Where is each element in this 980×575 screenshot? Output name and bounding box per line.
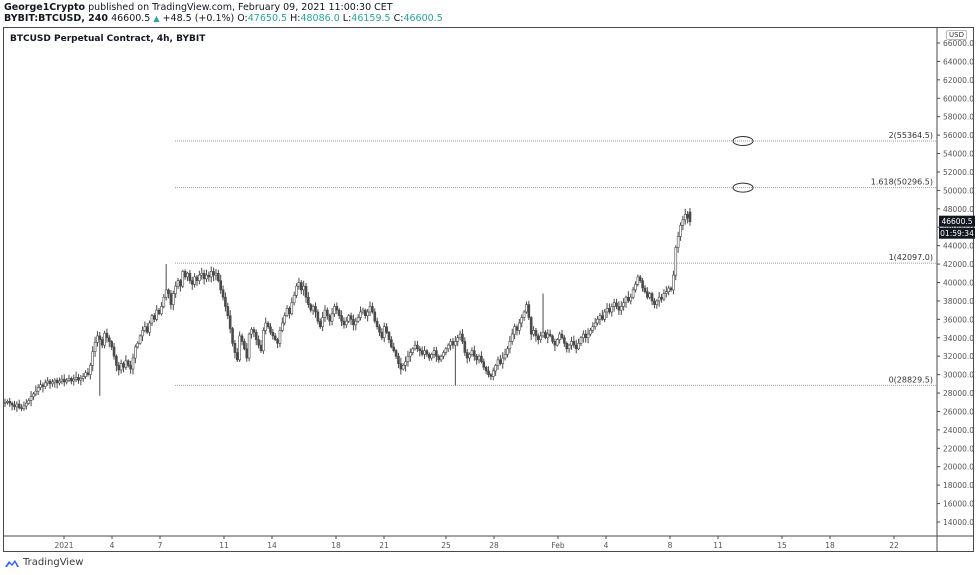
price-tick-label: 38000.0 (943, 297, 974, 306)
price-change: +48.5 (+0.1%) (162, 13, 235, 24)
chart-frame (3, 27, 974, 552)
time-tick-label: 4 (110, 541, 115, 550)
time-tick-label: 22 (889, 541, 899, 550)
price-tick-label: 30000.0 (943, 371, 974, 380)
svg-text:46600.5: 46600.5 (941, 217, 972, 226)
tradingview-logo-icon (5, 559, 19, 567)
time-tick-label: 18 (825, 541, 835, 550)
time-tick-label: 2021 (54, 541, 73, 550)
time-tick-label: 7 (158, 541, 163, 550)
time-tick-label: 28 (489, 541, 499, 550)
price-tick-label: 52000.0 (943, 168, 974, 177)
price-tick-label: 16000.0 (943, 500, 974, 509)
close-label: C: (393, 13, 404, 24)
publish-info: George1Crypto published on TradingView.c… (4, 2, 393, 13)
time-tick-label: 15 (777, 541, 787, 550)
time-tick-label: 21 (379, 541, 389, 550)
time-tick-label: 8 (668, 541, 673, 550)
low-value: 46159.5 (351, 13, 391, 24)
price-tick-label: 42000.0 (943, 260, 974, 269)
time-tick-label: Feb (551, 541, 565, 550)
last-price-badge (939, 215, 975, 227)
close-value: 46600.5 (403, 13, 443, 24)
price-tick-label: 22000.0 (943, 444, 974, 453)
ellipse-annotation[interactable] (732, 182, 754, 193)
fib-level-label: 0(28829.5) (889, 375, 933, 384)
time-tick-label: 4 (604, 541, 609, 550)
price-tick-label: 62000.0 (943, 76, 974, 85)
price-tick-label: 60000.0 (943, 94, 974, 103)
price-tick-label: 18000.0 (943, 481, 974, 490)
price-tick-label: 24000.0 (943, 426, 974, 435)
svg-text:01:59:34: 01:59:34 (940, 229, 974, 238)
fib-level-label: 2(55364.5) (889, 131, 933, 140)
up-triangle-icon: ▲ (153, 14, 160, 23)
high-label: H: (290, 13, 301, 24)
price-tick-label: 54000.0 (943, 150, 974, 159)
low-label: L: (342, 13, 352, 24)
brand-label: TradingView (23, 557, 84, 568)
price-tick-label: 28000.0 (943, 389, 974, 398)
open-label: O: (237, 13, 248, 24)
time-tick-label: 11 (713, 541, 723, 550)
price-tick-label: 50000.0 (943, 186, 974, 195)
currency-badge[interactable]: USD (946, 30, 967, 40)
symbol-info-bar: BYBIT:BTCUSD, 240 46600.5 ▲ +48.5 (+0.1%… (4, 13, 443, 24)
tradingview-brand[interactable]: TradingView (4, 557, 83, 568)
price-tick-label: 56000.0 (943, 131, 974, 140)
price-tick-label: 32000.0 (943, 352, 974, 361)
chart-legend-title: BTCUSD Perpetual Contract, 4h, BYBIT (10, 34, 206, 44)
symbol-label: BYBIT:BTCUSD, 240 (4, 13, 109, 24)
publish-text: published on TradingView.com, February 0… (88, 2, 393, 13)
ellipse-annotation[interactable] (732, 135, 754, 146)
fib-level-label: 1.618(50296.5) (871, 178, 933, 187)
price-tick-label: 14000.0 (943, 518, 974, 527)
price-tick-label: 20000.0 (943, 463, 974, 472)
price-tick-label: 58000.0 (943, 113, 974, 122)
price-tick-label: 36000.0 (943, 315, 974, 324)
time-tick-label: 25 (441, 541, 451, 550)
high-value: 48086.0 (300, 13, 340, 24)
price-tick-label: 66000.0 (943, 39, 974, 48)
price-tick-label: 44000.0 (943, 242, 974, 251)
author-name[interactable]: George1Crypto (4, 2, 86, 13)
time-tick-label: 18 (331, 541, 341, 550)
fib-level-label: 1(42097.0) (889, 253, 933, 262)
time-tick-label: 14 (267, 541, 277, 550)
open-value: 47650.5 (247, 13, 288, 24)
price-tick-label: 40000.0 (943, 279, 974, 288)
price-tick-label: 48000.0 (943, 205, 974, 214)
time-tick-label: 11 (219, 541, 229, 550)
price-tick-label: 26000.0 (943, 407, 974, 416)
price-tick-label: 34000.0 (943, 334, 974, 343)
price-tick-label: 64000.0 (943, 57, 974, 66)
last-price: 46600.5 (111, 13, 151, 24)
